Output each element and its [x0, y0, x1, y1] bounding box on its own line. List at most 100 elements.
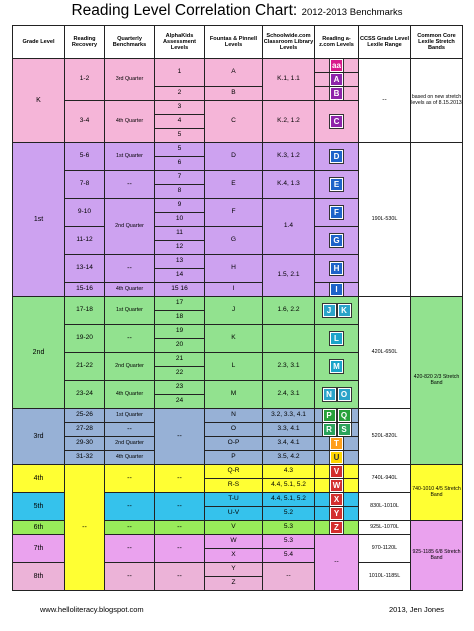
school-1-6: 1.6, 2.2: [262, 296, 315, 325]
fp-o: O: [204, 422, 263, 437]
alpha-8: 8: [154, 184, 205, 199]
rr-27-28: 27-28: [64, 422, 105, 437]
fp-w: W: [204, 534, 263, 549]
raz-d-cell: D: [314, 142, 359, 171]
common-core-band-2-3: 420-820 2/3 Stretch Band: [410, 296, 463, 465]
qb-3-2nd: 2nd Quarter: [104, 436, 155, 451]
alpha-4: 4: [154, 114, 205, 129]
alpha-14: 14: [154, 268, 205, 283]
rr-25-26: 25-26: [64, 408, 105, 423]
school-3-3: 3.3, 4.1: [262, 422, 315, 437]
common-core-band-6-8: 925-1185 6/8 Stretch Band: [410, 520, 463, 591]
alpha-19: 19: [154, 324, 205, 339]
fp-c: C: [204, 100, 263, 143]
alpha-16: 16: [180, 285, 188, 293]
raz-m-cell: M: [314, 352, 359, 381]
alpha-8-dash: --: [154, 562, 205, 591]
fp-v: V: [204, 520, 263, 535]
ccss-g3: 520L-820L: [358, 408, 411, 465]
raz-w-cell: W: [314, 478, 359, 493]
header-quarterly: Quarterly Benchmarks: [104, 25, 155, 59]
rr-7-8: 7-8: [64, 170, 105, 199]
school-k3: K.3, 1.2: [262, 142, 315, 171]
raz-m-tile: M: [330, 360, 343, 373]
chart-title-main: Reading Level Correlation Chart:: [71, 2, 298, 19]
header-ccss: CCSS Grade Level Lexile Range: [358, 25, 411, 59]
common-core-g1-blank: [410, 142, 463, 297]
alpha-9: 9: [154, 198, 205, 213]
alpha-22: 22: [154, 366, 205, 381]
header-alphakids: AlphaKids Assessment Levels: [154, 25, 205, 59]
chart-title-sub: 2012-2013 Benchmarks: [301, 7, 403, 18]
raz-aa-cell: aa: [314, 58, 359, 73]
qb-1-2nd: 2nd Quarter: [104, 198, 155, 255]
fp-u-v: U-V: [204, 506, 263, 521]
grade-1: 1st: [12, 142, 65, 297]
fp-l: L: [204, 352, 263, 381]
ccss-k: --: [358, 58, 411, 143]
rr-9-10: 9-10: [64, 198, 105, 227]
qb-k-3rd: 3rd Quarter: [104, 58, 155, 101]
header-reading-recovery: Reading Recovery: [64, 25, 105, 59]
raz-y-tile: Y: [330, 507, 343, 520]
raz-l-tile: L: [330, 332, 343, 345]
footer-credit: 2013, Jen Jones: [388, 605, 444, 614]
alpha-2: 2: [154, 86, 205, 101]
raz-g-tile: G: [330, 234, 343, 247]
fp-y: Y: [204, 562, 263, 577]
school-k4: K.4, 1.3: [262, 170, 315, 199]
ccss-g8: 1010L-1185L: [358, 562, 411, 591]
raz-d-tile: D: [330, 150, 343, 163]
raz-b-cell: B: [314, 86, 359, 101]
grade-6: 6th: [12, 520, 65, 535]
raz-b-tile: B: [330, 87, 343, 100]
alpha-3: 3: [154, 100, 205, 115]
fp-a: A: [204, 58, 263, 87]
grade-2: 2nd: [12, 296, 65, 409]
raz-i-cell: I: [314, 282, 359, 297]
qb-8-dash: --: [104, 562, 155, 591]
alpha-13: 13: [154, 254, 205, 269]
common-core-note: based on new stretch levels as of 8.15.2…: [410, 58, 463, 143]
raz-h-tile: H: [330, 262, 343, 275]
school-2-blank: [262, 324, 315, 353]
raz-h-cell: H: [314, 254, 359, 283]
alpha-1: 1: [154, 58, 205, 87]
raz-o-tile: O: [337, 388, 351, 401]
rr-19-20: 19-20: [64, 324, 105, 353]
raz-aa-tile: aa: [330, 59, 343, 72]
fp-t-u: T-U: [204, 492, 263, 507]
raz-t-cell: T: [314, 436, 359, 451]
alpha-6: 6: [154, 156, 205, 171]
fp-r-s: R-S: [204, 478, 263, 493]
ccss-g7: 970-1120L: [358, 534, 411, 563]
header-common-core: Common Core Lexile Stretch Bands: [410, 25, 463, 59]
school-5-2: 5.2: [262, 506, 315, 521]
raz-u-tile: U: [330, 451, 343, 464]
qb-4-dash: --: [104, 464, 155, 493]
footer-url: www.helloliteracy.blogspot.com: [40, 605, 144, 614]
fp-i: I: [204, 282, 263, 297]
school-k2: K.2, 1.2: [262, 100, 315, 143]
fp-q-r: Q-R: [204, 464, 263, 479]
rr-15-16: 15-16: [64, 282, 105, 297]
header-schoolwide: Schoolwide.com Classroom Library Levels: [262, 25, 315, 59]
raz-c-tile: C: [330, 115, 343, 128]
raz-s-tile: S: [337, 423, 351, 436]
raz-e-cell: E: [314, 170, 359, 199]
qb-3-4th: 4th Quarter: [104, 450, 155, 465]
school-4-4: 4.4, 5.1, 5.2: [262, 478, 315, 493]
school-5-1: 4.4, 5.1, 5.2: [262, 492, 315, 507]
fp-h: H: [204, 254, 263, 283]
school-1-5: 1.5, 2.1: [262, 254, 315, 297]
school-3-4: 3.4, 4.1: [262, 436, 315, 451]
alpha-23: 23: [154, 380, 205, 395]
qb-2-2nd: 2nd Quarter: [104, 352, 155, 381]
grade-4: 4th: [12, 464, 65, 493]
grade-3: 3rd: [12, 408, 65, 465]
raz-g-cell: G: [314, 226, 359, 255]
alpha-7-dash: --: [154, 534, 205, 563]
rr-21-22: 21-22: [64, 352, 105, 381]
alpha-4-dash: --: [154, 464, 205, 493]
